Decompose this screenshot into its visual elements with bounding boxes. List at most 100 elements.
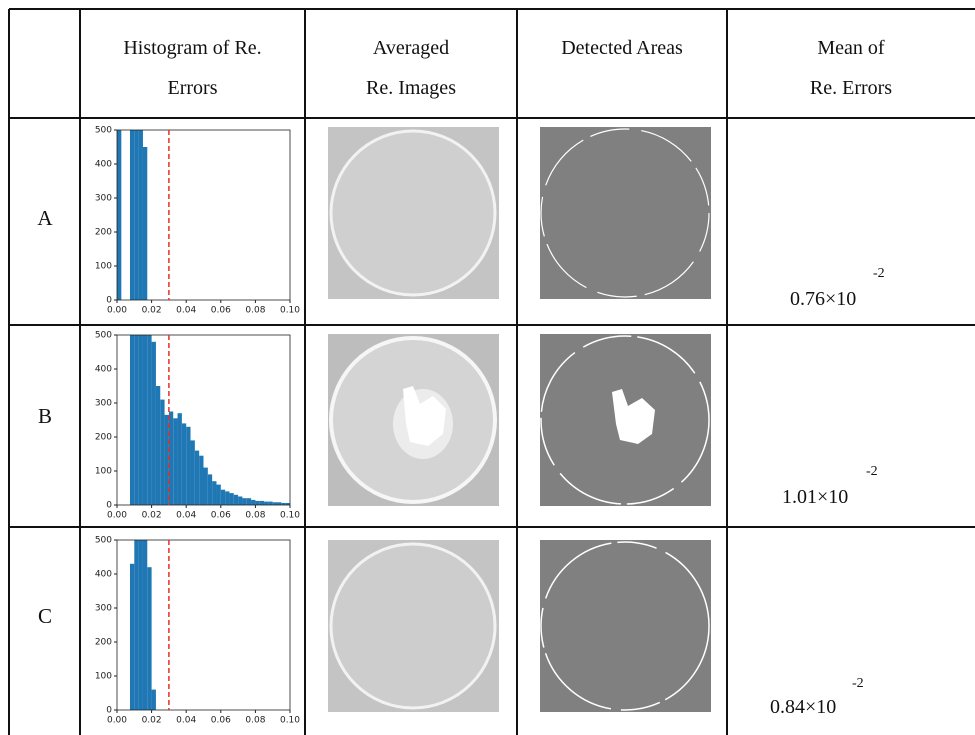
header: Mean of Re. Errors (727, 28, 975, 108)
x-tick-label: 0.06 (211, 306, 231, 316)
mean-exponent: -2 (866, 464, 878, 480)
bar (143, 335, 147, 505)
bar (225, 491, 229, 505)
x-tick-label: 0.04 (176, 511, 196, 521)
averaged-image (328, 540, 499, 712)
detected-image (540, 127, 711, 299)
detected-image (540, 334, 711, 506)
header: Histogram of Re. Errors (80, 28, 305, 108)
y-tick-label: 300 (95, 604, 112, 614)
mean-exponent: -2 (873, 266, 885, 282)
bar (238, 497, 242, 506)
y-tick-label: 400 (95, 365, 112, 375)
bar (139, 540, 143, 710)
bar (260, 501, 264, 505)
averaged-image (328, 334, 499, 506)
bar (268, 502, 272, 505)
x-tick-label: 0.08 (245, 306, 265, 316)
row-label: A (10, 206, 80, 231)
bar (139, 335, 143, 505)
bar (130, 564, 134, 710)
header: Averaged Re. Images (305, 28, 517, 108)
bar (216, 485, 220, 505)
row-label: B (10, 404, 80, 429)
bar (160, 400, 164, 505)
bar (143, 147, 147, 300)
y-tick-label: 0 (106, 296, 112, 306)
bar (130, 130, 134, 300)
bar (173, 418, 177, 505)
y-tick-label: 500 (95, 331, 112, 341)
x-tick-label: 0.00 (107, 716, 127, 726)
y-tick-label: 100 (95, 467, 112, 477)
y-tick-label: 200 (95, 228, 112, 238)
x-tick-label: 0.10 (280, 716, 300, 726)
y-tick-label: 0 (106, 706, 112, 716)
bar (255, 501, 259, 505)
y-tick-label: 0 (106, 501, 112, 511)
x-tick-label: 0.08 (245, 511, 265, 521)
x-tick-label: 0.06 (211, 716, 231, 726)
bar (277, 502, 281, 505)
x-tick-label: 0.04 (176, 306, 196, 316)
bar (134, 540, 138, 710)
mean-exponent: -2 (852, 676, 864, 692)
averaged-image (328, 127, 499, 299)
histogram: 0 100 200 300 400 500 0.00 0.02 0.04 0.06 0.08 0.10 (82, 118, 304, 323)
bar (273, 502, 277, 505)
bar (229, 493, 233, 505)
bar (208, 474, 212, 505)
mean-value: 0.76×10 (790, 288, 856, 311)
bar (264, 502, 268, 505)
x-tick-label: 0.00 (107, 306, 127, 316)
histogram: 0 100 200 300 400 500 0.00 0.02 0.04 0.06 0.08 0.10 (82, 323, 304, 528)
bar (143, 540, 147, 710)
bar (186, 427, 190, 505)
bar (195, 451, 199, 505)
bar (156, 386, 160, 505)
bar (199, 456, 203, 505)
bar (147, 567, 151, 710)
x-tick-label: 0.04 (176, 716, 196, 726)
x-tick-label: 0.10 (280, 511, 300, 521)
bar (204, 468, 208, 505)
bar (134, 130, 138, 300)
bar (182, 423, 186, 505)
bar (242, 498, 246, 505)
table-figure: Histogram of Re. Errors Averaged Re. Ima… (0, 0, 975, 735)
bar (251, 500, 255, 505)
y-tick-label: 200 (95, 433, 112, 443)
bar (191, 440, 195, 505)
y-tick-label: 300 (95, 399, 112, 409)
x-tick-label: 0.02 (142, 716, 162, 726)
bar (234, 495, 238, 505)
x-tick-label: 0.02 (142, 511, 162, 521)
y-tick-label: 400 (95, 160, 112, 170)
y-tick-label: 300 (95, 194, 112, 204)
bar (117, 130, 121, 300)
x-tick-label: 0.00 (107, 511, 127, 521)
bar (221, 490, 225, 505)
y-tick-label: 500 (95, 536, 112, 546)
bar (147, 335, 151, 505)
y-tick-label: 400 (95, 570, 112, 580)
bar (130, 335, 134, 505)
bar (247, 498, 251, 505)
header: Detected Areas (517, 28, 727, 68)
y-tick-label: 500 (95, 126, 112, 136)
detected-image (540, 540, 711, 712)
y-tick-label: 100 (95, 262, 112, 272)
bar (212, 481, 216, 505)
x-tick-label: 0.02 (142, 306, 162, 316)
bar (152, 342, 156, 505)
mean-value: 0.84×10 (770, 696, 836, 719)
bar (178, 413, 182, 505)
x-tick-label: 0.10 (280, 306, 300, 316)
mean-value: 1.01×10 (782, 486, 848, 509)
row-label: C (10, 604, 80, 629)
y-tick-label: 200 (95, 638, 112, 648)
y-tick-label: 100 (95, 672, 112, 682)
x-tick-label: 0.06 (211, 511, 231, 521)
bar (139, 130, 143, 300)
